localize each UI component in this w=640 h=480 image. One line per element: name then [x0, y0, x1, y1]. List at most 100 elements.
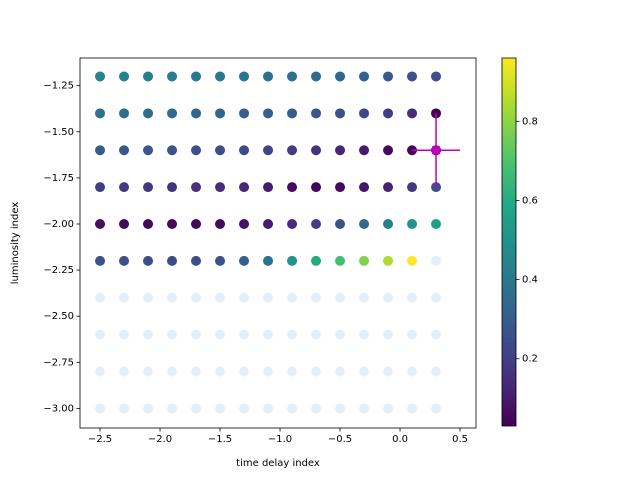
empty-point [263, 366, 274, 377]
empty-point [311, 403, 322, 414]
point [263, 108, 274, 119]
point [311, 219, 322, 230]
empty-point [311, 366, 322, 377]
point [95, 108, 106, 119]
empty-point [383, 329, 394, 340]
empty-point [263, 403, 274, 414]
x-tick-label: −1.0 [268, 434, 292, 445]
empty-point [191, 292, 202, 303]
point [167, 108, 178, 119]
empty-point [287, 292, 298, 303]
empty-point [95, 292, 106, 303]
empty-point [335, 403, 346, 414]
empty-point [407, 366, 418, 377]
empty-point [215, 366, 226, 377]
point [191, 145, 202, 156]
point [311, 145, 322, 156]
empty-point [119, 366, 130, 377]
x-tick-label: 0.0 [392, 434, 408, 445]
empty-point [383, 292, 394, 303]
empty-point [383, 366, 394, 377]
empty-point [383, 403, 394, 414]
point [143, 71, 154, 82]
empty-point [335, 366, 346, 377]
x-tick-label: −0.5 [328, 434, 352, 445]
colorbar [501, 57, 517, 427]
point [383, 219, 394, 230]
point [359, 219, 370, 230]
empty-point [359, 292, 370, 303]
point [407, 71, 418, 82]
y-axis-label: luminosity index [10, 202, 21, 285]
empty-point [191, 366, 202, 377]
point [263, 182, 274, 193]
point [407, 255, 418, 266]
empty-point [239, 292, 250, 303]
point [239, 145, 250, 156]
point [167, 71, 178, 82]
empty-point [143, 366, 154, 377]
point [143, 219, 154, 230]
point [359, 255, 370, 266]
point [95, 255, 106, 266]
plot-frame [79, 57, 477, 429]
point [359, 71, 370, 82]
point [335, 108, 346, 119]
point [239, 219, 250, 230]
colorbar-tick-label: 0.2 [522, 354, 538, 365]
empty-point [263, 292, 274, 303]
y-tick-label: −1.50 [43, 127, 74, 138]
point [191, 255, 202, 266]
point [95, 182, 106, 193]
colorbar-tick-label: 0.6 [522, 195, 538, 206]
y-tick-label: −1.75 [43, 173, 74, 184]
empty-point [311, 292, 322, 303]
empty-point [239, 403, 250, 414]
empty-point [431, 292, 442, 303]
point [119, 219, 130, 230]
point [95, 219, 106, 230]
point [311, 71, 322, 82]
empty-point [335, 292, 346, 303]
point [287, 182, 298, 193]
empty-point [143, 292, 154, 303]
empty-point [287, 366, 298, 377]
point [359, 145, 370, 156]
point [143, 255, 154, 266]
point [287, 145, 298, 156]
x-tick-label: 0.5 [452, 434, 468, 445]
point [119, 145, 130, 156]
point [167, 145, 178, 156]
empty-point [119, 329, 130, 340]
point [215, 219, 226, 230]
point [167, 219, 178, 230]
empty-point [119, 403, 130, 414]
empty-point [359, 329, 370, 340]
empty-point [431, 403, 442, 414]
point [239, 182, 250, 193]
point [263, 71, 274, 82]
point [359, 182, 370, 193]
empty-point [287, 403, 298, 414]
point [215, 145, 226, 156]
point [383, 145, 394, 156]
point [383, 71, 394, 82]
point [239, 108, 250, 119]
empty-point [239, 366, 250, 377]
empty-point [95, 403, 106, 414]
point [191, 108, 202, 119]
empty-point [167, 329, 178, 340]
point [191, 182, 202, 193]
empty-point [215, 292, 226, 303]
point [287, 255, 298, 266]
empty-point [407, 329, 418, 340]
point [383, 108, 394, 119]
point [215, 71, 226, 82]
colorbar-tick-label: 0.4 [522, 275, 538, 286]
empty-point [431, 255, 442, 266]
empty-point [287, 329, 298, 340]
point [143, 108, 154, 119]
y-tick-label: −2.75 [43, 357, 74, 368]
point [95, 145, 106, 156]
